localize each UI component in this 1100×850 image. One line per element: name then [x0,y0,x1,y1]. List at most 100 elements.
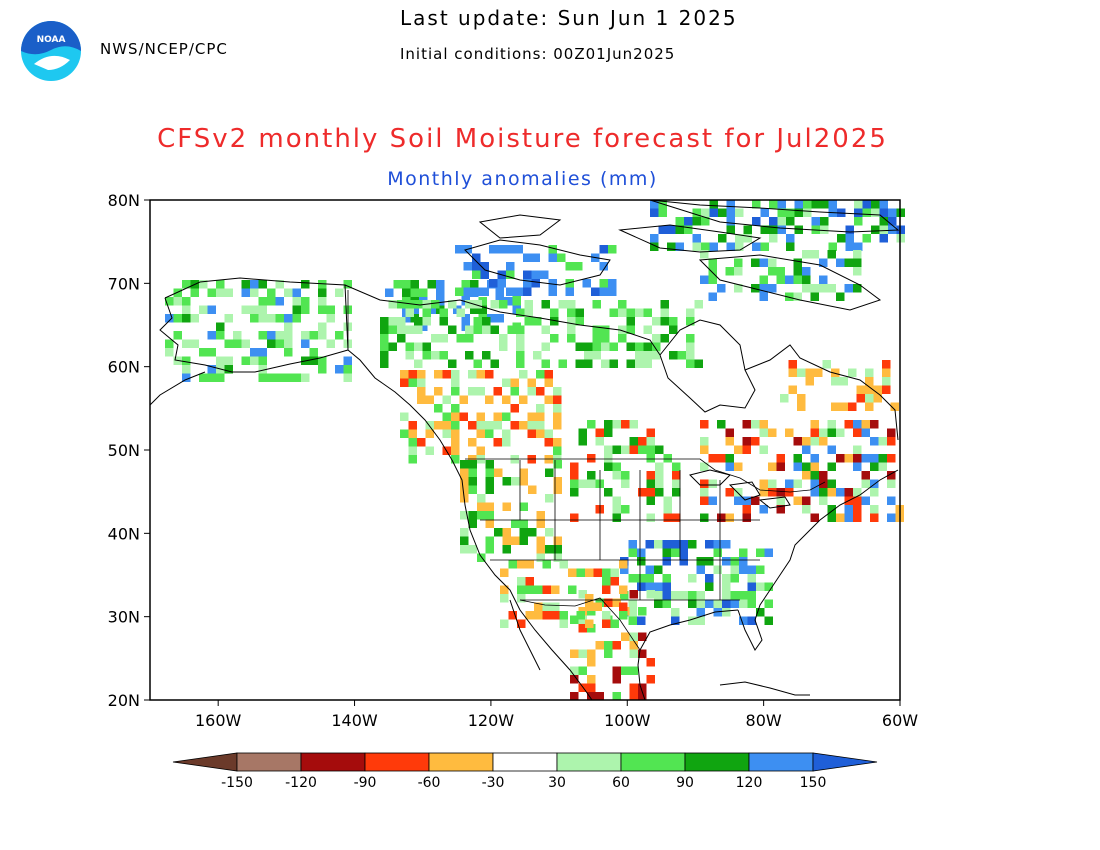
anomaly-cell [759,420,768,429]
anomaly-cell [776,462,785,471]
anomaly-cell [828,242,837,251]
anomaly-cell [548,253,557,262]
anomaly-cell [343,280,352,289]
anomaly-cell [442,395,451,404]
colorbar-segment [300,752,366,772]
anomaly-cell [802,284,811,293]
anomaly-cell [548,245,557,254]
anomaly-cell [473,317,482,326]
anomaly-cell [610,577,619,586]
anomaly-cell [696,565,705,574]
anomaly-cell [604,462,613,471]
anomaly-cell [533,351,542,360]
political-borders [347,290,826,651]
anomaly-cell [638,649,647,658]
anomaly-cell [684,225,693,234]
anomaly-cell [759,428,768,437]
anomaly-cell [541,359,550,368]
anomaly-cell [397,300,406,309]
anomaly-cell [380,317,389,326]
anomaly-cell [182,280,191,289]
anomaly-cell [629,692,638,701]
anomaly-cell [786,217,795,226]
anomaly-cell [425,421,434,430]
anomaly-cell [853,258,862,267]
coastlines [149,199,900,701]
anomaly-cell [658,225,667,234]
anomaly-cell [408,429,417,438]
anomaly-cell [734,445,743,454]
anomaly-cell [468,545,477,554]
anomaly-cell [734,462,743,471]
anomaly-cell [173,314,182,323]
anomaly-cell [476,412,485,421]
anomaly-cell [595,641,604,650]
anomaly-cell [788,360,797,369]
anomaly-cell [463,262,472,271]
anomaly-cell [459,395,468,404]
anomaly-cell [709,200,718,209]
anomaly-cell [439,308,448,317]
anomaly-cell [456,308,465,317]
anomaly-cell [764,599,773,608]
anomaly-cell [853,420,862,429]
anomaly-cell [550,308,559,317]
anomaly-cell [499,334,508,343]
anomaly-cell [853,496,862,505]
anomaly-cell [700,488,709,497]
anomaly-cell [612,692,621,701]
anomaly-cell [654,582,663,591]
anomaly-cell [241,305,250,314]
anomaly-cell [609,308,618,317]
anomaly-cell [655,479,664,488]
anomaly-cell [578,666,587,675]
anomaly-cell [500,594,509,603]
anomaly-cell [595,437,604,446]
anomaly-cell [599,245,608,254]
anomaly-cell [836,258,845,267]
anomaly-cell [879,225,888,234]
anomaly-cell [672,462,681,471]
anomaly-cell [776,267,785,276]
anomaly-cell [802,496,811,505]
anomaly-cell [612,513,621,522]
anomaly-cell [405,342,414,351]
anomaly-cell [862,200,871,209]
anomaly-cell [525,585,534,594]
anomaly-cell [646,471,655,480]
anomaly-cell [301,331,310,340]
anomaly-cell [696,616,705,625]
anomaly-cell [511,536,520,545]
anomaly-cell [250,288,259,297]
anomaly-cell [536,429,545,438]
anomaly-cell [485,460,494,469]
anomaly-cell [587,624,596,633]
anomaly-cell [671,616,680,625]
anomaly-cell [725,428,734,437]
anomaly-cell [730,599,739,608]
anomaly-cell [768,258,777,267]
anomaly-cell [604,420,613,429]
anomaly-cell [667,225,676,234]
anomaly-cell [722,540,731,549]
anomaly-cell [523,253,532,262]
anomaly-cell [717,513,726,522]
anomaly-cell [587,649,596,658]
lon-label: 80W [746,711,782,730]
lon-label: 120W [468,711,515,730]
anomaly-cell [735,234,744,243]
anomaly-cell [553,387,562,396]
anomaly-cell [461,280,470,289]
anomaly-cell [548,279,557,288]
anomaly-cell [531,270,540,279]
anomaly-cell [541,325,550,334]
anomaly-cell [662,599,671,608]
anomaly-cell [267,297,276,306]
colorbar-high-triangle [812,752,878,772]
anomaly-cell [190,314,199,323]
anomaly-cell [190,288,199,297]
anomaly-cell [422,342,431,351]
anomaly-cell [739,591,748,600]
anomaly-cell [652,334,661,343]
anomaly-cell [559,560,568,569]
